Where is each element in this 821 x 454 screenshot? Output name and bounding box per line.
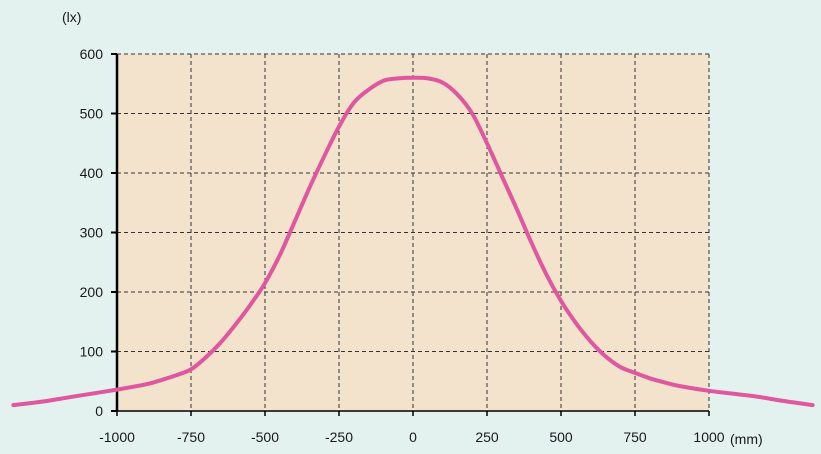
x-tick-label: -500 — [251, 429, 279, 445]
x-tick-label: -250 — [325, 429, 353, 445]
illuminance-series-line — [11, 75, 815, 408]
y-tick-label: 400 — [80, 165, 104, 181]
y-tick-label: 200 — [80, 284, 104, 300]
y-axis-unit-label: (lx) — [62, 9, 81, 25]
y-tick-label: 300 — [80, 225, 104, 241]
grid-layer — [117, 53, 710, 411]
y-tick-label: 500 — [80, 106, 104, 122]
x-axis-unit-label: (mm) — [730, 431, 763, 447]
x-tick-label: 1000 — [693, 429, 724, 445]
x-tick-label: 500 — [549, 429, 573, 445]
y-tick-label: 100 — [80, 344, 104, 360]
axis-layer — [111, 53, 710, 416]
series-layer — [11, 75, 815, 408]
x-tick-label: -750 — [177, 429, 205, 445]
y-tick-label: 600 — [80, 46, 104, 62]
y-tick-label: 0 — [95, 403, 103, 419]
tick-labels: 0 100 200 300 400 500 600 -1000 -750 -500 -250 0 250… — [80, 46, 725, 445]
x-tick-label: 750 — [623, 429, 647, 445]
x-tick-label: -1000 — [99, 429, 135, 445]
x-tick-label: 250 — [475, 429, 499, 445]
x-tick-label: 0 — [409, 429, 417, 445]
